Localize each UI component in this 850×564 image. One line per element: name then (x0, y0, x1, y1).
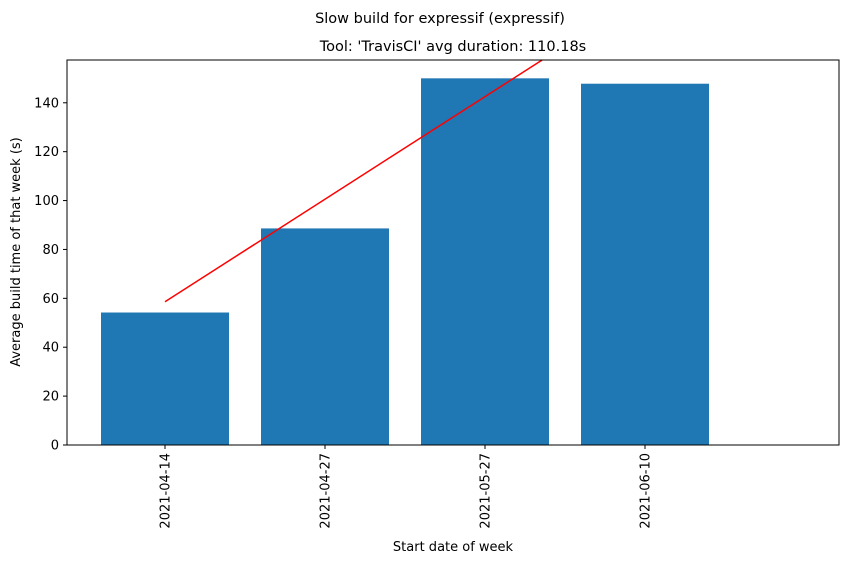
bar-2021-04-14 (101, 312, 229, 445)
y-tick-label: 20 (42, 390, 59, 405)
x-tick-label: 2021-04-14 (159, 453, 174, 529)
x-axis: 2021-04-14 2021-04-27 2021-05-27 2021-06-10 (159, 445, 654, 529)
chart-suptitle: Slow build for expressif (expressif) (315, 11, 565, 27)
y-axis-label: Average build time of that week (s) (9, 137, 24, 367)
y-tick-label: 60 (42, 292, 59, 307)
x-tick-label: 2021-06-10 (639, 453, 654, 529)
trend-layer (164, 59, 543, 303)
y-tick-label: 100 (34, 194, 59, 209)
trend-line (164, 59, 543, 303)
x-tick-label: 2021-05-27 (479, 453, 494, 529)
bar-2021-05-27 (421, 78, 549, 445)
y-axis: 0 20 40 60 80 100 120 140 (34, 96, 67, 454)
y-tick-label: 120 (34, 145, 59, 160)
x-tick-label: 2021-04-27 (319, 453, 334, 529)
x-axis-label: Start date of week (393, 540, 514, 555)
y-tick-label: 0 (51, 439, 59, 454)
y-tick-label: 80 (42, 243, 59, 258)
bars-layer (101, 78, 709, 445)
bar-2021-04-27 (261, 228, 389, 445)
y-tick-label: 140 (34, 96, 59, 111)
plot-frame (66, 59, 840, 446)
y-tick-label: 40 (42, 341, 59, 356)
chart-title: Tool: 'TravisCI' avg duration: 110.18s (319, 39, 586, 55)
bar-2021-06-10 (581, 83, 709, 445)
